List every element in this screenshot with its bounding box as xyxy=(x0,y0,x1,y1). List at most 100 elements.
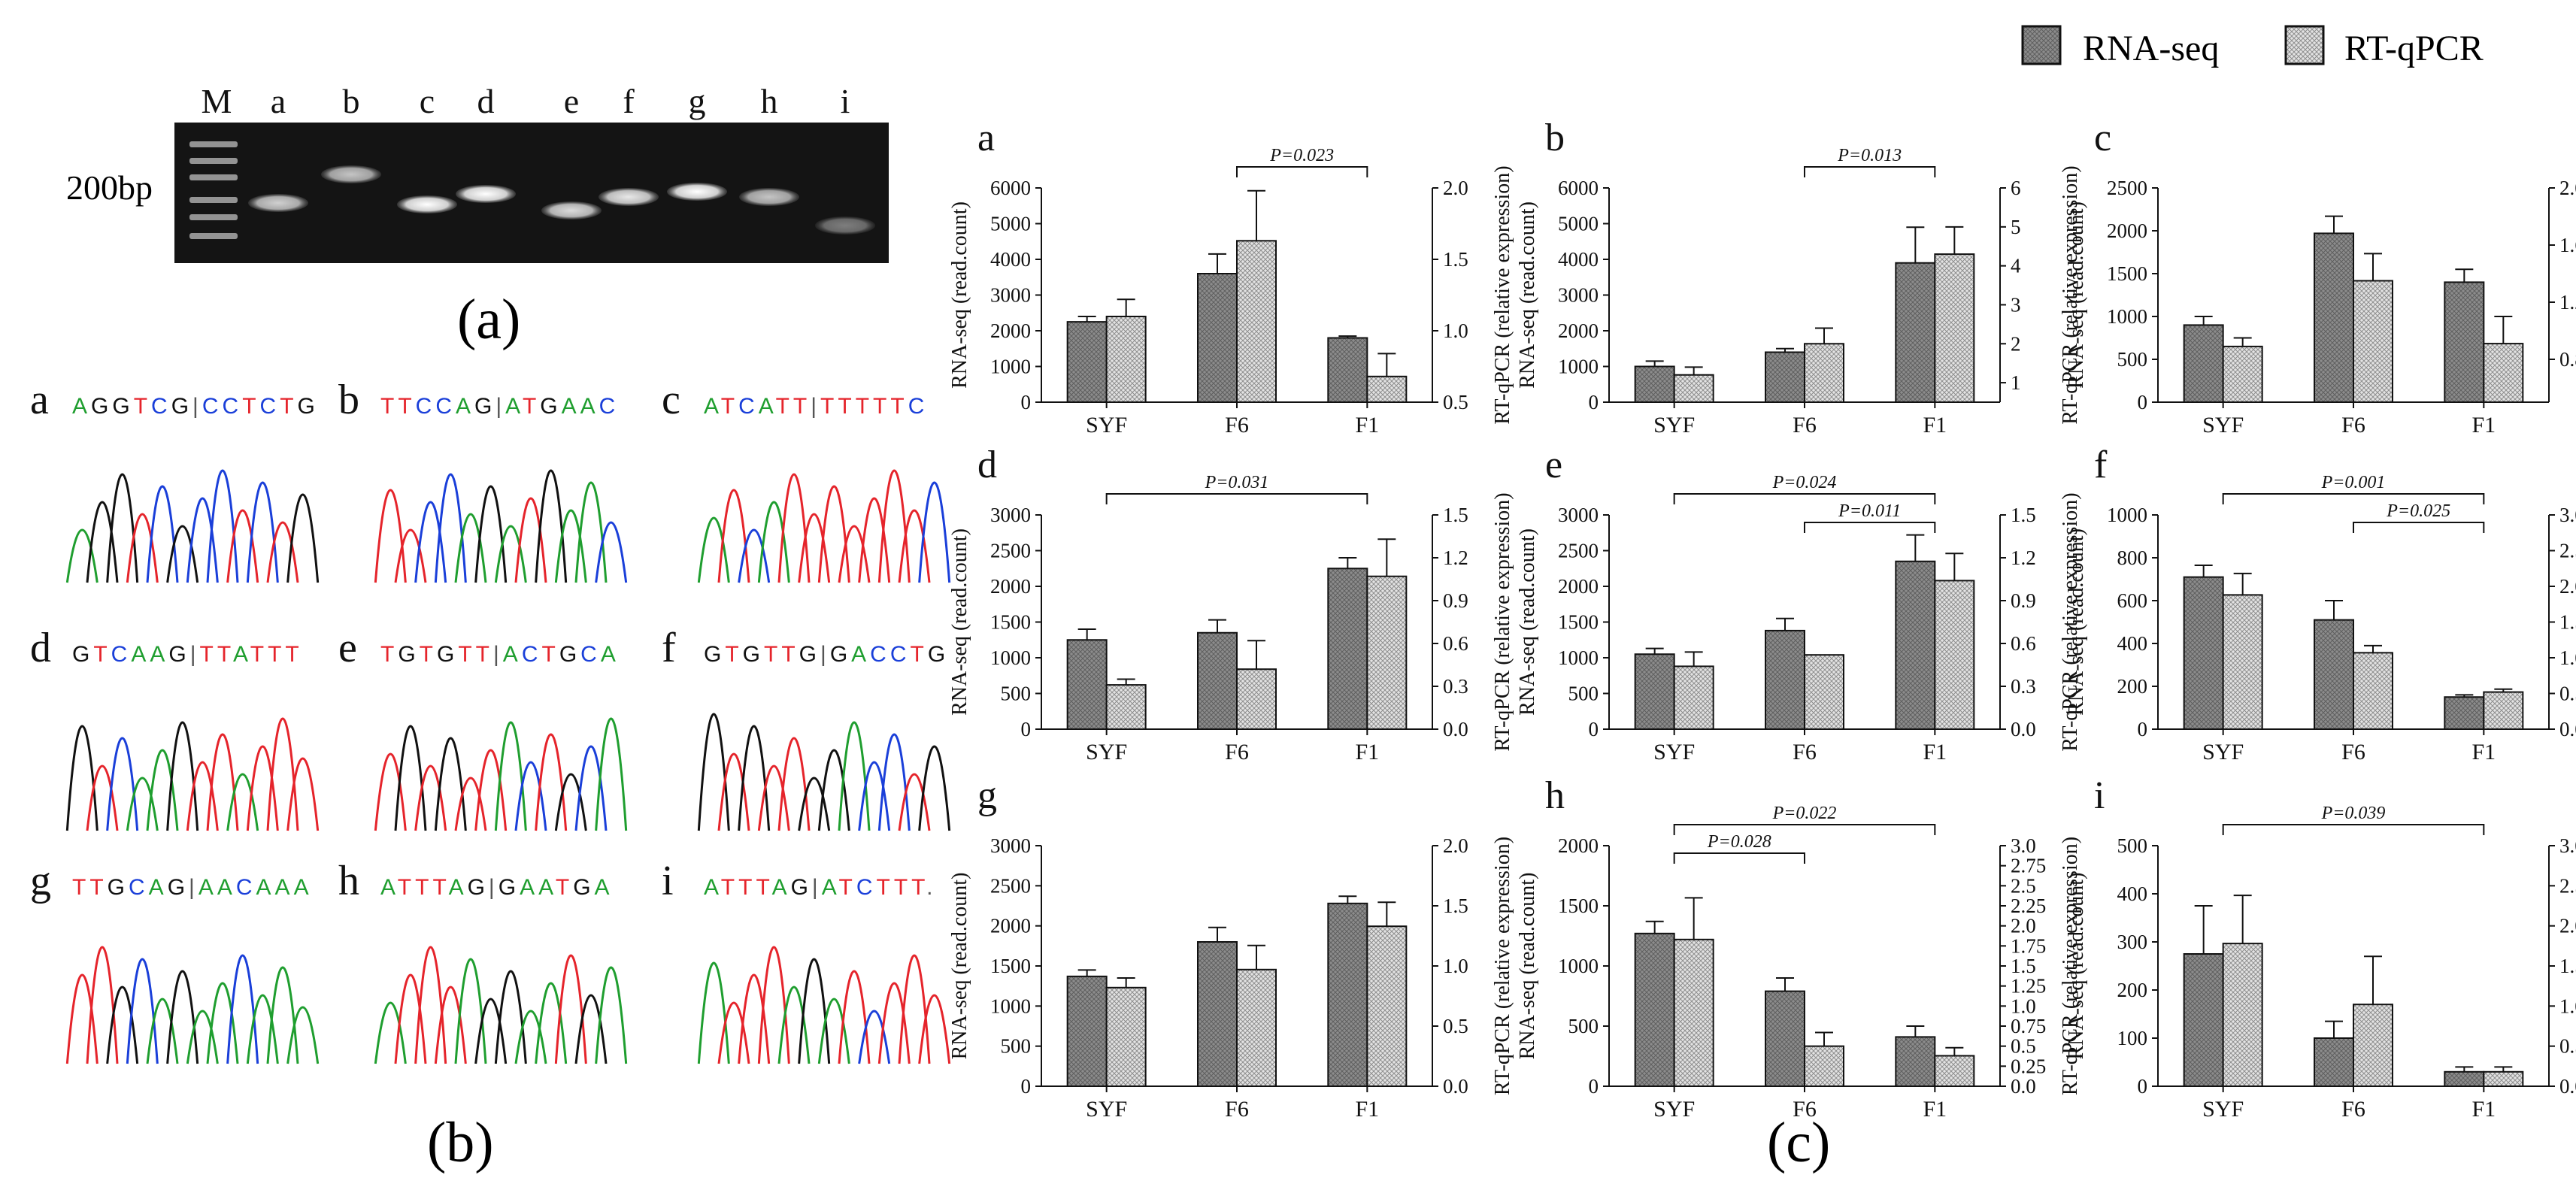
chart-left-tick-label: 1500 xyxy=(1558,895,1599,917)
chart-left-tick-label: 1000 xyxy=(990,646,1031,669)
chart-significance-bracket xyxy=(2222,493,2485,504)
chart-bar-qpcr xyxy=(1804,343,1844,404)
chromatogram-peak xyxy=(226,954,259,1064)
chromatogram-peak xyxy=(86,764,119,831)
chart-right-tick-label: 1.5 xyxy=(2011,955,2036,977)
chart-panel-letter: g xyxy=(977,774,997,817)
chart-bar-rna xyxy=(1327,568,1368,730)
chart-ylabel: RNA-seq (read.count) xyxy=(948,873,971,1060)
chromatogram-peak xyxy=(474,749,508,831)
gel-marker-band xyxy=(189,214,238,220)
chart-left-tick-label: 0 xyxy=(1589,1075,1599,1098)
chart-left-tick-label: 1000 xyxy=(2107,305,2147,328)
chromatogram-peak xyxy=(474,998,508,1064)
chart-bar-qpcr xyxy=(1934,580,1975,731)
chart-p-value-label: P=0.013 xyxy=(1837,146,1902,165)
gel-lane-label-e: e xyxy=(564,82,579,120)
chromatogram-peak xyxy=(126,777,159,831)
chart-bar-rna xyxy=(1066,321,1108,403)
chart-category-label: F6 xyxy=(2341,740,2365,764)
chart-right-tick-label: 2.0 xyxy=(2011,915,2036,937)
chromatogram-peak xyxy=(817,485,850,583)
chart-right-tick-label: 1.2 xyxy=(2559,291,2576,313)
chart-left-tick-label: 0 xyxy=(1021,391,1032,413)
chart-left-tick-label: 2000 xyxy=(990,915,1031,937)
chromatogram-peak xyxy=(454,513,487,583)
chromatogram-peak xyxy=(918,481,951,583)
gel-band-a xyxy=(248,194,308,212)
chart-right-tick-label: 1.2 xyxy=(1443,547,1468,569)
chart-left-tick-label: 3000 xyxy=(1558,284,1599,307)
chart-right-tick-label: 0.6 xyxy=(1443,632,1468,655)
gel-band-b xyxy=(321,165,381,183)
chart-left-tick-label: 1500 xyxy=(990,955,1031,977)
chart-panel-letter: h xyxy=(1545,774,1565,817)
chart-g: g 0 500 1000 1500 2000 2500 3000 0.0 0.5 1.0 1.5 2.0… xyxy=(948,774,1514,1122)
chart-right-tick-label: 2.0 xyxy=(1443,177,1468,199)
chart-p-value-label: P=0.011 xyxy=(1838,501,1901,521)
chart-d: d 0 500 1000 1500 2000 2500 3000 0.0 0.3 0.6 0.9 1.2… xyxy=(948,444,1514,764)
legend-swatch-rna xyxy=(2021,25,2062,65)
chart-p-value-label: P=0.028 xyxy=(1707,832,1771,852)
chart-left-tick-label: 200 xyxy=(2117,979,2148,1001)
chart-left-tick-label: 1000 xyxy=(2107,504,2147,526)
chart-left-tick-label: 2500 xyxy=(990,540,1031,562)
chart-right-tick-label: 1.5 xyxy=(2559,611,2576,634)
chart-right-tick-label: 0.0 xyxy=(2011,718,2036,740)
chart-category-label: F6 xyxy=(2341,1097,2365,1122)
chromatogram-peak xyxy=(535,469,568,583)
chromatogram-peak xyxy=(918,994,951,1064)
chromatogram-peak xyxy=(738,528,771,583)
chart-bar-qpcr xyxy=(1366,575,1408,731)
chromatogram-peak xyxy=(494,525,527,583)
gel-lane-label-a: a xyxy=(271,82,286,120)
chart-bar-qpcr xyxy=(1934,1055,1975,1088)
chart-y2label: RT-qPCR (relative expression) xyxy=(2059,837,2082,1095)
chart-bar-qpcr xyxy=(2483,1070,2524,1088)
chart-bar-qpcr xyxy=(1366,925,1408,1087)
chromatogram-peak xyxy=(574,994,608,1064)
gel-band-d xyxy=(456,185,516,203)
chromatogram-peak xyxy=(514,761,547,831)
chart-bar-rna xyxy=(1765,351,1805,403)
chart-bar-qpcr xyxy=(1236,968,1277,1088)
chromatogram-peak xyxy=(535,733,568,831)
chart-i: i 0 100 200 300 400 500 0.0 0.5 1.0 1.5 2.0 2.5 3.0 RN… xyxy=(2065,774,2576,1122)
chromatogram-peak xyxy=(554,954,587,1064)
chart-right-tick-label: 0.0 xyxy=(1443,718,1468,740)
chromatogram-label-e: e xyxy=(338,625,357,671)
chromatogram-peak xyxy=(186,761,219,831)
chart-left-tick-label: 2500 xyxy=(990,874,1031,897)
chart-left-tick-label: 2000 xyxy=(2107,220,2147,242)
chart-category-label: F6 xyxy=(1793,413,1817,438)
chart-ylabel: RNA-seq (read.count) xyxy=(948,528,971,716)
chart-left-tick-label: 2000 xyxy=(1558,319,1599,342)
chromatogram-peak xyxy=(126,513,159,583)
chart-left-tick-label: 300 xyxy=(2117,931,2148,953)
chart-bar-rna xyxy=(2314,232,2354,404)
chart-right-tick-label: 2.0 xyxy=(2559,177,2576,199)
chart-right-tick-label: 0.8 xyxy=(2559,348,2576,371)
chromatogram-peak xyxy=(86,946,119,1064)
chromatogram-peak xyxy=(454,958,487,1064)
chart-left-tick-label: 4000 xyxy=(1558,248,1599,271)
chart-left-tick-label: 1000 xyxy=(1558,356,1599,378)
gel-lane-label-d: d xyxy=(477,82,495,120)
chart-left-tick-label: 3000 xyxy=(990,504,1031,526)
chart-category-label: F6 xyxy=(1225,413,1249,438)
chart-p-value-label: P=0.022 xyxy=(1772,804,1837,823)
chart-left-tick-label: 5000 xyxy=(990,213,1031,235)
legend-label-qpcr: RT-qPCR xyxy=(2344,29,2484,68)
chart-right-tick-label: 0.6 xyxy=(2011,632,2036,655)
chromatogram-peak xyxy=(434,473,467,583)
gel-band-i xyxy=(815,216,875,235)
chart-ylabel: RNA-seq (read.count) xyxy=(2065,201,2088,389)
chromatogram-label-c: c xyxy=(662,377,680,423)
chromatogram-peak xyxy=(394,528,427,583)
chart-category-label: SYF xyxy=(1653,1097,1695,1122)
chromatogram-peak xyxy=(738,725,771,831)
chromatogram-peak xyxy=(777,473,811,583)
chromatogram-peak xyxy=(374,752,407,831)
